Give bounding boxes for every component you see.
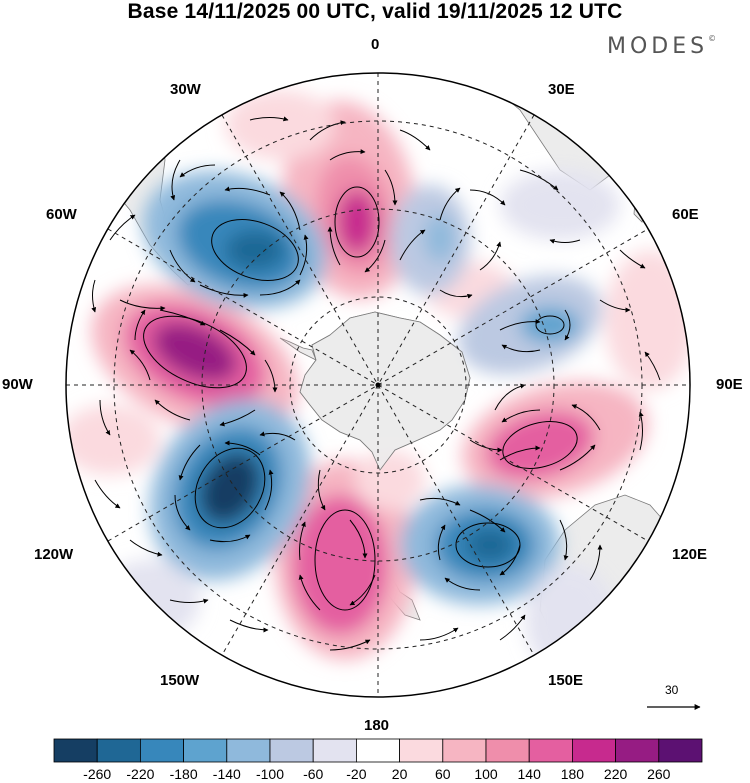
lon-label-30w: 30W [170,81,201,98]
colorbar-tick-label: -180 [169,766,198,782]
south-pole-marker [375,382,381,388]
colorbar-swatch [139,738,184,763]
logo-mark: © [708,34,717,43]
lon-label-180: 180 [364,717,390,734]
colorbar-tick-label: -220 [126,766,155,782]
lon-label-30e: 30E [548,81,575,98]
logo-text: MODES [607,34,709,59]
lon-label-120e: 120E [672,546,708,563]
colorbar-swatch [183,738,228,763]
map-border [65,72,691,698]
lon-label-90e: 90E [716,376,743,393]
colorbar-tick-label: 140 [517,766,541,782]
colorbar-swatch [355,738,400,763]
colorbar-swatch [269,738,314,763]
lon-label-120w: 120W [34,546,74,563]
colorbar-tick-label: 260 [647,766,671,782]
colorbar-tick-label: -140 [212,766,241,782]
map-title: Base 14/11/2025 00 UTC, valid 19/11/2025… [127,0,623,23]
wind-vectors [91,97,661,651]
colorbar-tick-label: 180 [560,766,585,782]
colorbar-swatch [399,738,444,763]
lon-label-150e: 150E [548,672,584,689]
colorbar-tick-label: -60 [303,766,324,782]
colorbar-tick-label: 220 [603,766,628,782]
colorbar-swatch [226,738,271,763]
lon-label-60e: 60E [672,206,699,223]
colorbar [53,738,703,763]
lon-label-60w: 60W [46,206,77,223]
map-disc [66,73,690,697]
colorbar-swatch [312,738,357,763]
colorbar-swatch [96,738,141,763]
colorbar-swatch [485,738,530,763]
colorbar-tick-label: -260 [83,766,112,782]
colorbar-tick-label: 60 [435,766,451,782]
colorbar-tick-label: 20 [391,766,408,782]
colorbar-swatch [53,738,98,763]
lon-label-90w: 90W [2,376,33,393]
colorbar-swatch [572,738,617,763]
colorbar-tick-label: 100 [474,766,498,782]
antarctica-overlay [299,311,471,471]
lon-label-0: 0 [371,36,380,53]
colorbar-swatch [528,738,573,763]
colorbar-tick-label: -100 [255,766,285,782]
colorbar-swatch [442,738,487,763]
modes-logo: MODES© [607,34,716,59]
lon-label-150w: 150W [160,672,200,689]
colorbar-swatch [615,738,660,763]
colorbar-tick-label: -20 [346,766,367,782]
geopotential-anomaly-field [66,90,690,675]
colorbar-swatch [658,738,703,763]
vector-scale-label: 30 [665,683,679,697]
